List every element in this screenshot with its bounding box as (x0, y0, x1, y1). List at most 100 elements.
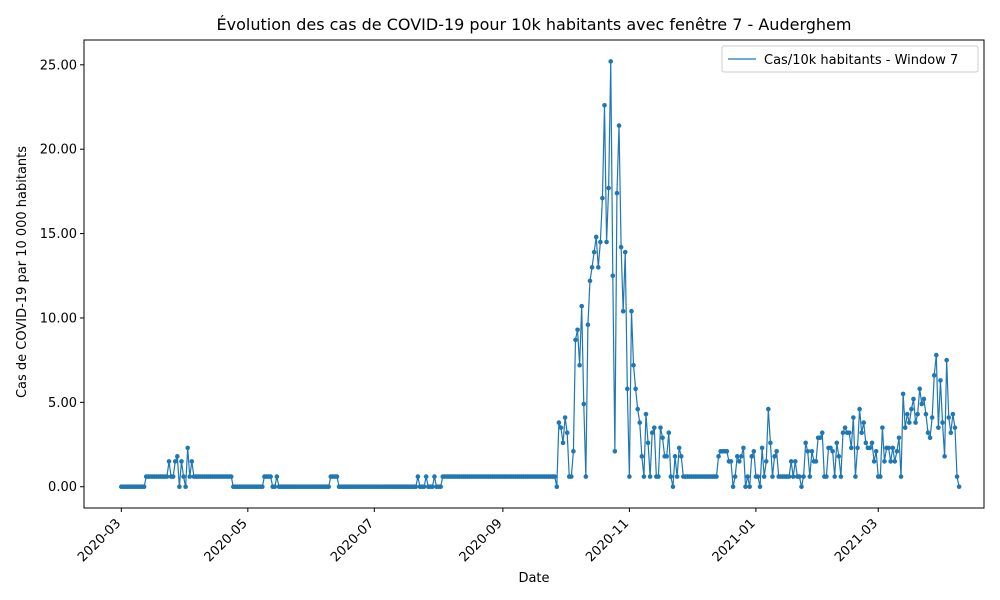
data-point (639, 454, 645, 459)
data-point (651, 425, 657, 430)
y-tick-label: 0.00 (48, 480, 77, 495)
data-point (813, 459, 819, 464)
data-point (170, 474, 176, 479)
data-point (618, 244, 624, 250)
data-point (432, 474, 437, 479)
data-point (853, 474, 858, 479)
data-point (768, 440, 773, 446)
data-point (656, 474, 661, 479)
data-point (819, 430, 825, 436)
data-point (676, 445, 682, 451)
data-point (890, 445, 896, 451)
data-point (564, 430, 570, 436)
data-point (882, 459, 887, 464)
data-point (956, 484, 962, 490)
data-point (925, 430, 931, 436)
data-point (591, 249, 597, 255)
y-tick-label: 15.00 (40, 227, 77, 242)
data-point (573, 337, 578, 343)
data-point (268, 474, 273, 479)
data-point (751, 448, 757, 454)
data-point (929, 415, 935, 420)
data-point (888, 459, 893, 464)
data-point (635, 406, 640, 412)
data-point (637, 420, 643, 425)
data-point (848, 445, 854, 451)
data-point (747, 484, 752, 490)
data-point (805, 448, 811, 454)
data-point (857, 406, 862, 412)
data-point (873, 448, 879, 454)
data-point (759, 445, 765, 451)
data-point (741, 445, 746, 451)
data-point (172, 459, 178, 464)
data-point (631, 362, 636, 368)
data-point (846, 430, 852, 436)
data-point (954, 474, 960, 479)
data-point (678, 454, 684, 459)
data-point (730, 484, 736, 490)
data-point (606, 185, 611, 191)
data-point (878, 474, 883, 479)
data-point (633, 386, 638, 392)
data-point (716, 454, 721, 459)
data-point (260, 484, 265, 490)
y-axis-label: Cas de COVID-19 par 10 000 habitants (15, 146, 30, 398)
data-point (763, 459, 769, 464)
data-point (164, 474, 170, 479)
data-point (670, 484, 676, 490)
data-point (734, 454, 740, 459)
data-point (842, 425, 848, 430)
legend-box (721, 45, 979, 73)
data-point (668, 474, 674, 479)
data-point (583, 474, 589, 479)
data-point (898, 474, 904, 479)
data-point (598, 239, 603, 245)
data-point (581, 401, 587, 407)
data-point (790, 474, 796, 479)
data-point (558, 425, 564, 430)
data-point (622, 249, 628, 255)
data-point (809, 448, 815, 454)
data-point (770, 474, 775, 479)
data-point (788, 459, 794, 464)
data-point (946, 415, 952, 420)
data-point (851, 415, 856, 420)
data-point (950, 411, 956, 417)
data-point (672, 454, 678, 459)
data-point (880, 425, 885, 430)
data-point (438, 484, 443, 490)
data-point (177, 484, 182, 490)
data-point (187, 474, 193, 479)
data-point (175, 454, 180, 459)
data-point (871, 459, 877, 464)
data-point (900, 391, 906, 397)
data-point (927, 435, 933, 441)
data-point (936, 425, 941, 430)
data-point (612, 448, 618, 454)
data-point (569, 474, 574, 479)
data-point (647, 474, 653, 479)
data-point (921, 396, 927, 402)
data-point (181, 474, 186, 479)
data-point (757, 484, 763, 490)
data-point (948, 430, 954, 436)
data-point (189, 459, 195, 464)
data-point (579, 303, 584, 309)
data-point (824, 474, 829, 479)
y-tick-label: 5.00 (48, 396, 77, 411)
data-point (803, 440, 808, 446)
data-point (911, 396, 916, 402)
data-point (334, 474, 340, 479)
data-point (228, 474, 234, 479)
data-point (625, 386, 630, 392)
data-point (554, 484, 560, 490)
data-point (593, 234, 599, 240)
data-point (942, 454, 947, 459)
data-point (589, 265, 595, 270)
data-point (602, 103, 607, 108)
data-point (737, 459, 742, 464)
data-point (902, 425, 908, 430)
y-tick-label: 10.00 (40, 311, 77, 326)
data-point (838, 474, 844, 479)
